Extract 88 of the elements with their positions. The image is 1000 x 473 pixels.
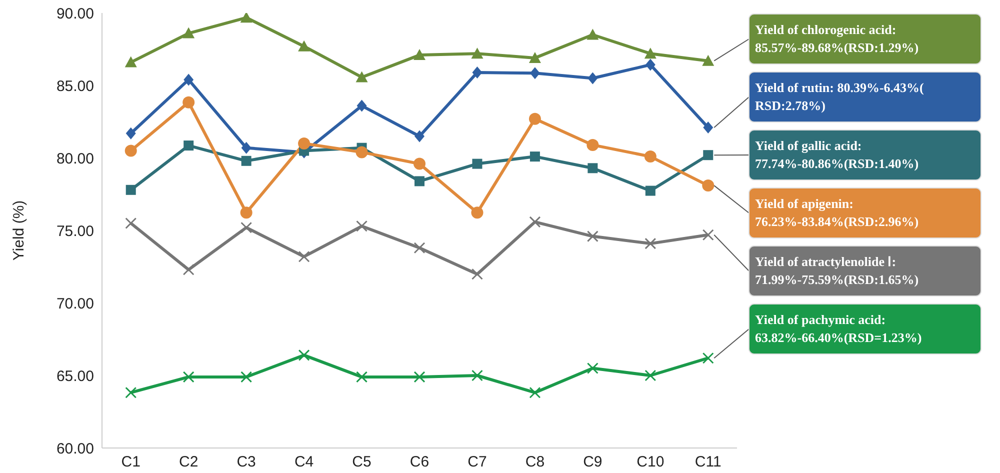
point bbox=[586, 362, 598, 374]
x-tick-label: C10 bbox=[636, 454, 664, 471]
x-tick-label: C1 bbox=[121, 454, 140, 471]
point bbox=[356, 371, 368, 383]
point bbox=[472, 66, 482, 78]
point bbox=[241, 142, 252, 154]
point bbox=[414, 49, 426, 60]
point bbox=[702, 229, 714, 241]
point bbox=[124, 144, 137, 157]
point bbox=[126, 184, 136, 195]
y-tick-label: 75.00 bbox=[56, 222, 94, 240]
x-tick-label: C7 bbox=[468, 454, 487, 471]
text: Yield of rutin: 80.39%-6.43%( RSD:2.78%) bbox=[755, 80, 924, 113]
point bbox=[703, 122, 714, 134]
point bbox=[702, 352, 714, 364]
point bbox=[298, 250, 310, 262]
text: Yield of pachymic acid: 63.82%-66.40%(RSD=1.23%) bbox=[755, 312, 922, 345]
point bbox=[472, 158, 482, 169]
point bbox=[586, 28, 599, 40]
point bbox=[529, 386, 541, 398]
point bbox=[126, 127, 136, 140]
y-tick-label: 80.00 bbox=[56, 150, 94, 168]
point bbox=[644, 48, 656, 59]
point bbox=[586, 138, 599, 151]
point bbox=[471, 206, 484, 219]
point bbox=[240, 222, 252, 234]
x-tick-label: C3 bbox=[236, 454, 256, 471]
y-axis-title: Yield (%) bbox=[10, 200, 28, 261]
y-tick-label: 90.00 bbox=[56, 5, 94, 22]
point bbox=[645, 58, 656, 71]
x-tick-label: C4 bbox=[294, 454, 314, 471]
y-tick-label: 65.00 bbox=[56, 368, 94, 385]
text: Yield of atractylenolide Ⅰ: 71.99%-75.59%(RSD:1.65%) bbox=[755, 254, 919, 287]
point bbox=[645, 186, 656, 196]
y-tick-label: 70.00 bbox=[56, 295, 94, 312]
point bbox=[471, 48, 484, 59]
point bbox=[414, 158, 426, 170]
point bbox=[529, 216, 541, 228]
point bbox=[356, 71, 368, 82]
point bbox=[298, 138, 310, 150]
x-tick-label: C2 bbox=[178, 454, 198, 471]
point bbox=[184, 74, 194, 86]
point bbox=[644, 150, 656, 163]
point bbox=[240, 13, 252, 23]
x-tick-label: C8 bbox=[525, 454, 545, 471]
point bbox=[182, 371, 194, 383]
point bbox=[240, 371, 252, 383]
y-tick-label: 85.00 bbox=[56, 78, 94, 95]
point bbox=[528, 112, 541, 125]
point bbox=[184, 140, 194, 151]
point bbox=[530, 152, 540, 162]
point bbox=[471, 370, 483, 382]
point bbox=[471, 268, 483, 280]
point bbox=[414, 130, 424, 142]
point bbox=[644, 238, 656, 250]
point bbox=[356, 220, 368, 232]
point bbox=[528, 52, 541, 63]
point bbox=[124, 56, 137, 68]
text: Yield of gallic acid: 77.74%-80.86%(RSD:1.40%) bbox=[755, 138, 919, 171]
point bbox=[298, 349, 310, 361]
point bbox=[182, 96, 195, 108]
point bbox=[414, 242, 426, 254]
point bbox=[240, 206, 252, 219]
point bbox=[182, 27, 195, 38]
point bbox=[644, 370, 656, 382]
point bbox=[703, 150, 714, 160]
point bbox=[702, 180, 714, 192]
point bbox=[702, 54, 714, 66]
point bbox=[414, 176, 424, 186]
point bbox=[356, 146, 368, 158]
point bbox=[241, 156, 252, 166]
point bbox=[414, 371, 426, 383]
y-tick-label: 60.00 bbox=[56, 440, 94, 458]
point bbox=[356, 100, 367, 112]
point bbox=[588, 72, 598, 84]
point bbox=[125, 386, 137, 398]
point bbox=[586, 230, 598, 242]
point bbox=[588, 163, 598, 174]
x-tick-label: C6 bbox=[410, 454, 430, 471]
text: Yield of chlorogenic acid: 85.57%-89.68%(RSD:1.29%) bbox=[755, 22, 919, 55]
x-tick-label: C5 bbox=[352, 454, 372, 471]
point bbox=[125, 218, 137, 229]
point bbox=[298, 40, 310, 52]
point bbox=[182, 264, 194, 276]
x-tick-label: C11 bbox=[694, 454, 722, 471]
text: Yield of apigenin: 76.23%-83.84%(RSD:2.96%) bbox=[755, 196, 919, 229]
x-tick-label: C9 bbox=[583, 454, 602, 471]
point bbox=[530, 67, 540, 80]
